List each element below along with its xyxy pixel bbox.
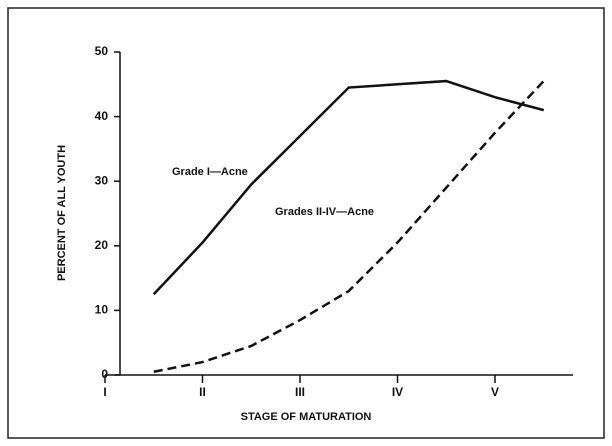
x-tick-label: V [491,385,499,399]
y-tick-label: 50 [95,44,109,58]
x-axis-label: STAGE OF MATURATION [241,411,372,423]
y-tick-label: 0 [101,367,108,381]
frame [7,7,605,439]
y-tick-label: 40 [95,109,109,123]
y-tick-label: 20 [95,238,109,252]
x-tick-label: III [295,385,305,399]
x-tick-label: IV [392,385,403,399]
y-tick-label: 10 [95,303,109,317]
y-axis-label: PERCENT OF ALL YOUTH [56,145,68,281]
x-tick-label: I [103,385,106,399]
series-line [152,79,545,296]
x-tick-label: II [199,385,206,399]
y-tick-label: 30 [95,173,109,187]
series-line [153,80,545,373]
series-label: Grade I—Acne [172,166,248,178]
series-label: Grades II-IV—Acne [275,206,374,218]
